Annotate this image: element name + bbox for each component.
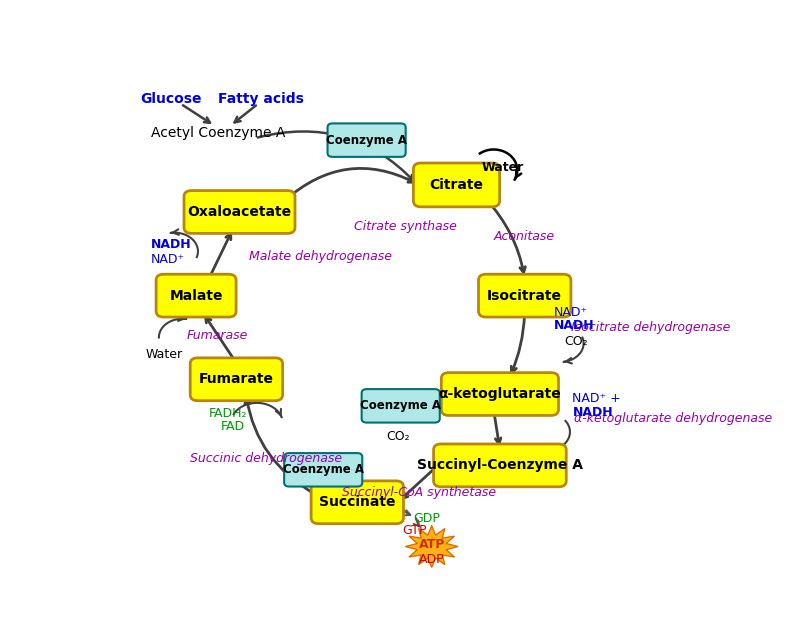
FancyBboxPatch shape (156, 274, 236, 317)
FancyBboxPatch shape (442, 373, 558, 415)
Text: Citrate: Citrate (430, 178, 483, 192)
FancyBboxPatch shape (311, 481, 403, 524)
Text: Succinate: Succinate (319, 495, 395, 509)
Text: GDP: GDP (413, 512, 440, 525)
FancyBboxPatch shape (184, 190, 295, 233)
Text: Coenzyme A: Coenzyme A (282, 463, 364, 476)
Text: Succinyl-CoA synthetase: Succinyl-CoA synthetase (342, 486, 496, 499)
Text: Malate dehydrogenase: Malate dehydrogenase (249, 250, 392, 263)
FancyBboxPatch shape (434, 444, 566, 487)
Text: Malate: Malate (170, 289, 223, 303)
Text: FADH₂: FADH₂ (209, 407, 247, 420)
Text: ATP: ATP (418, 537, 445, 551)
Text: GTP: GTP (402, 524, 426, 537)
Text: NADH: NADH (554, 319, 594, 332)
Text: Glucose: Glucose (141, 92, 202, 106)
Text: CO₂: CO₂ (386, 430, 410, 443)
Text: NADH: NADH (151, 238, 191, 252)
Text: Coenzyme A: Coenzyme A (360, 399, 442, 412)
Text: Fumarase: Fumarase (187, 330, 249, 343)
Text: Isocitrate: Isocitrate (487, 289, 562, 303)
FancyBboxPatch shape (478, 274, 571, 317)
FancyBboxPatch shape (362, 389, 440, 422)
Text: α-ketoglutarate: α-ketoglutarate (438, 387, 562, 401)
Text: Fumarate: Fumarate (199, 373, 274, 387)
Text: Water: Water (482, 161, 523, 174)
Text: NADH: NADH (573, 406, 613, 419)
Text: NAD⁺ +: NAD⁺ + (573, 392, 621, 406)
Text: Succinyl-Coenzyme A: Succinyl-Coenzyme A (417, 458, 583, 472)
Text: Water: Water (146, 348, 182, 361)
FancyBboxPatch shape (327, 123, 406, 157)
Text: NAD⁺: NAD⁺ (151, 253, 185, 266)
Text: CO₂: CO₂ (564, 335, 587, 348)
Text: Fatty acids: Fatty acids (218, 92, 304, 106)
Text: NAD⁺: NAD⁺ (554, 306, 588, 320)
Text: ADP: ADP (419, 553, 445, 566)
Text: Acetyl Coenzyme A: Acetyl Coenzyme A (150, 127, 285, 141)
Text: FAD: FAD (221, 420, 245, 433)
Text: α-ketoglutarate dehydrogenase: α-ketoglutarate dehydrogenase (574, 412, 773, 425)
FancyBboxPatch shape (284, 453, 362, 486)
Text: Succinic dehydrogenase: Succinic dehydrogenase (190, 452, 342, 465)
Polygon shape (406, 526, 458, 567)
Text: Oxaloacetate: Oxaloacetate (187, 205, 291, 219)
FancyBboxPatch shape (190, 358, 282, 401)
Text: Aconitase: Aconitase (494, 230, 555, 243)
FancyBboxPatch shape (414, 163, 499, 207)
Text: Citrate synthase: Citrate synthase (354, 220, 457, 233)
Text: Coenzyme A: Coenzyme A (326, 134, 407, 147)
Text: Isocitrate dehydrogenase: Isocitrate dehydrogenase (571, 321, 730, 334)
